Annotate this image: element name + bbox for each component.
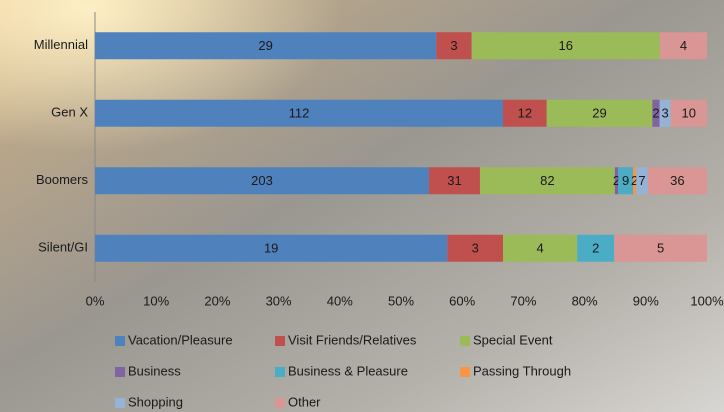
legend-label: Business [128, 363, 181, 378]
bar-segment [659, 32, 707, 60]
bar-segment [471, 32, 660, 60]
bar-segment [577, 234, 615, 262]
data-label: 4 [536, 241, 543, 256]
data-label: 3 [472, 241, 479, 256]
legend-label: Vacation/Pleasure [128, 332, 233, 347]
bar-segment [436, 32, 472, 60]
bar-segment [632, 167, 637, 195]
data-label: 29 [258, 38, 272, 53]
data-label: 2 [592, 241, 599, 256]
legend-swatch [275, 336, 285, 346]
bar-segment [652, 99, 660, 127]
bar-segment [95, 32, 437, 60]
x-tick-label: 20% [204, 293, 230, 308]
x-tick-label: 50% [388, 293, 414, 308]
bar-segment [636, 167, 648, 195]
bar-segment [614, 167, 619, 195]
bar-segment [479, 167, 615, 195]
y-tick-label: Gen X [51, 105, 88, 120]
x-tick-label: 0% [86, 293, 105, 308]
legend-swatch [275, 398, 285, 408]
data-label: 3 [661, 106, 668, 121]
x-tick-label: 40% [327, 293, 353, 308]
x-tick-label: 10% [143, 293, 169, 308]
data-label: 2 [613, 173, 620, 188]
bar-segment [647, 167, 707, 195]
y-tick-label: Boomers [36, 172, 89, 187]
legend-swatch [115, 336, 125, 346]
bar-segment [659, 99, 671, 127]
bar-segment [618, 167, 633, 195]
x-tick-label: 80% [572, 293, 598, 308]
bar-segment [95, 167, 429, 195]
data-label: 5 [657, 241, 664, 256]
legend-label: Passing Through [473, 363, 571, 378]
data-label: 29 [592, 106, 606, 121]
data-label: 2 [652, 106, 659, 121]
data-label: 7 [638, 173, 645, 188]
bar-segment [447, 234, 503, 262]
data-label: 9 [622, 173, 629, 188]
data-label: 16 [559, 38, 573, 53]
x-tick-label: 100% [690, 293, 724, 308]
data-label: 12 [518, 106, 532, 121]
legend-swatch [275, 367, 285, 377]
legend-swatch [460, 336, 470, 346]
data-label: 112 [289, 106, 310, 121]
bar-segment [614, 234, 707, 262]
bar-segment [503, 99, 547, 127]
data-label: 3 [450, 38, 457, 53]
legend-label: Visit Friends/Relatives [288, 332, 417, 347]
x-tick-label: 30% [266, 293, 292, 308]
legend-label: Business & Pleasure [288, 363, 408, 378]
bar-segment [546, 99, 653, 127]
legend-label: Other [288, 394, 321, 409]
bar-segment [670, 99, 707, 127]
data-label: 4 [680, 38, 687, 53]
data-label: 31 [447, 173, 461, 188]
x-tick-label: 70% [510, 293, 536, 308]
bar-segment [95, 99, 503, 127]
data-label: 36 [670, 173, 684, 188]
data-label: 19 [264, 241, 278, 256]
legend-swatch [115, 398, 125, 408]
bar-segment [428, 167, 480, 195]
bar-segment [503, 234, 578, 262]
data-label: 82 [540, 173, 554, 188]
data-label: 10 [682, 106, 696, 121]
x-tick-label: 60% [449, 293, 475, 308]
legend-swatch [460, 367, 470, 377]
legend-label: Special Event [473, 332, 553, 347]
legend-label: Shopping [128, 394, 183, 409]
x-tick-label: 90% [633, 293, 659, 308]
legend-swatch [115, 367, 125, 377]
data-label: 203 [251, 173, 273, 188]
y-tick-label: Silent/GI [38, 240, 88, 255]
data-label: 2 [631, 173, 638, 188]
bar-segment [95, 234, 448, 262]
y-tick-label: Millennial [34, 37, 88, 52]
